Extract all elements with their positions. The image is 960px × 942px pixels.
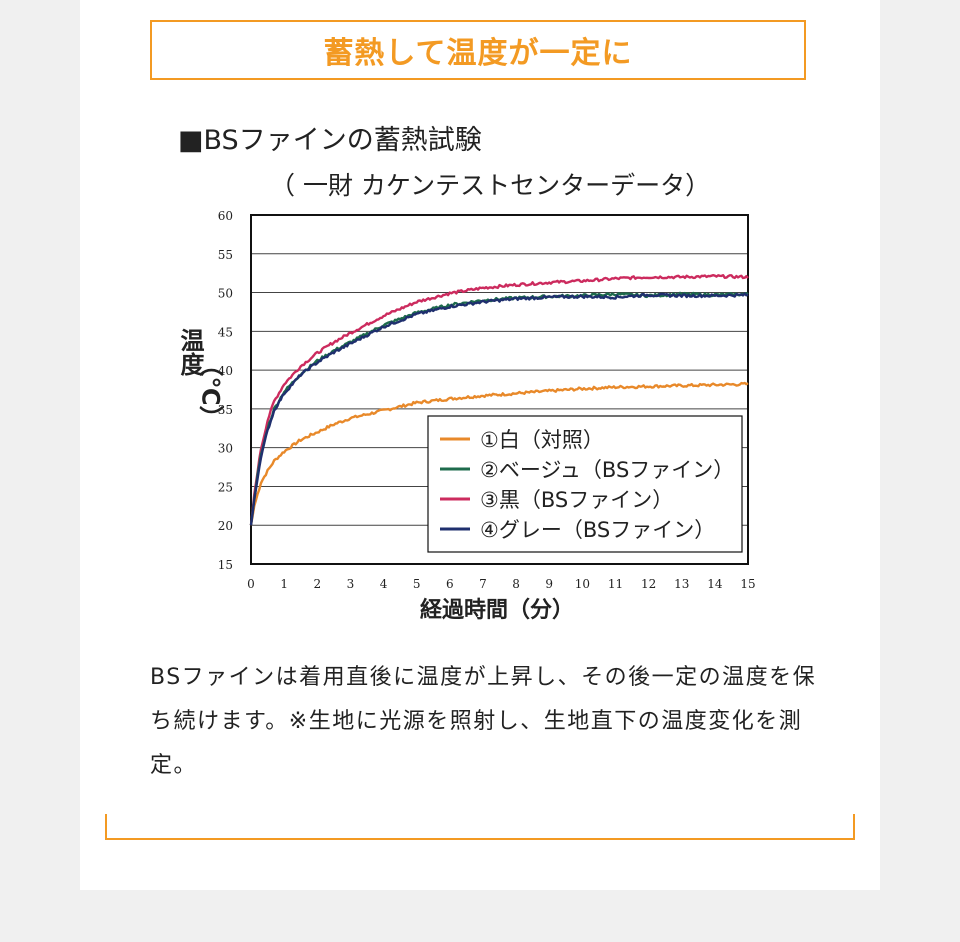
- x-tick-label-1: 1: [280, 577, 288, 591]
- x-tick-label-12: 12: [641, 577, 656, 591]
- x-tick-label-0: 0: [247, 577, 255, 591]
- legend-label-3: ③黒（BSファイン）: [480, 488, 673, 512]
- chart-title: ■BSファインの蓄熱試験: [178, 125, 482, 156]
- y-tick-label-60: 60: [218, 209, 233, 223]
- y-tick-label-55: 55: [218, 248, 233, 262]
- legend-label-1: ①白（対照）: [480, 428, 604, 452]
- legend-label-4: ④グレー（BSファイン）: [480, 518, 715, 542]
- x-tick-label-7: 7: [479, 577, 487, 591]
- x-tick-label-9: 9: [545, 577, 553, 591]
- plot-frame: [250, 214, 749, 565]
- legend-box: [427, 415, 743, 553]
- x-tick-label-2: 2: [313, 577, 321, 591]
- x-tick-label-14: 14: [707, 577, 723, 591]
- y-tick-label-50: 50: [218, 287, 233, 301]
- headline-box: 蓄熱して温度が一定に: [150, 20, 806, 80]
- x-tick-label-10: 10: [575, 577, 590, 591]
- series-line-1: [249, 381, 749, 526]
- series-line-4: [249, 292, 749, 526]
- x-tick-label-5: 5: [413, 577, 421, 591]
- y-tick-label-45: 45: [218, 325, 233, 339]
- y-tick-label-35: 35: [218, 403, 233, 417]
- y-axis-label: 温度 （℃）: [172, 328, 225, 430]
- legend-label-2: ②ベージュ（BSファイン）: [480, 458, 734, 482]
- y-axis-label-unit: （℃）: [196, 352, 225, 430]
- y-tick-label-30: 30: [218, 442, 233, 456]
- chart-subtitle: （ 一財 カケンテストセンターデータ）: [270, 171, 711, 200]
- x-tick-label-11: 11: [608, 577, 623, 591]
- y-tick-label-20: 20: [218, 519, 233, 533]
- y-tick-label-25: 25: [218, 480, 233, 494]
- x-tick-label-13: 13: [674, 577, 689, 591]
- x-tick-label-4: 4: [380, 577, 388, 591]
- headline-text: 蓄熱して温度が一定に: [323, 36, 633, 71]
- x-tick-label-8: 8: [512, 577, 520, 591]
- x-axis-label: 経過時間（分）: [420, 598, 575, 623]
- x-tick-label-6: 6: [446, 577, 454, 591]
- description-text: BSファインは着用直後に温度が上昇し、その後一定の温度を保ち続けます。※生地に光…: [150, 665, 817, 778]
- y-tick-label-15: 15: [218, 558, 233, 572]
- y-axis-label-main: 温度: [176, 328, 204, 376]
- bottom-bracket: [105, 814, 855, 840]
- x-tick-label-3: 3: [347, 577, 355, 591]
- y-tick-label-40: 40: [218, 364, 233, 378]
- x-tick-label-15: 15: [740, 577, 755, 591]
- series-line-3: [249, 274, 749, 526]
